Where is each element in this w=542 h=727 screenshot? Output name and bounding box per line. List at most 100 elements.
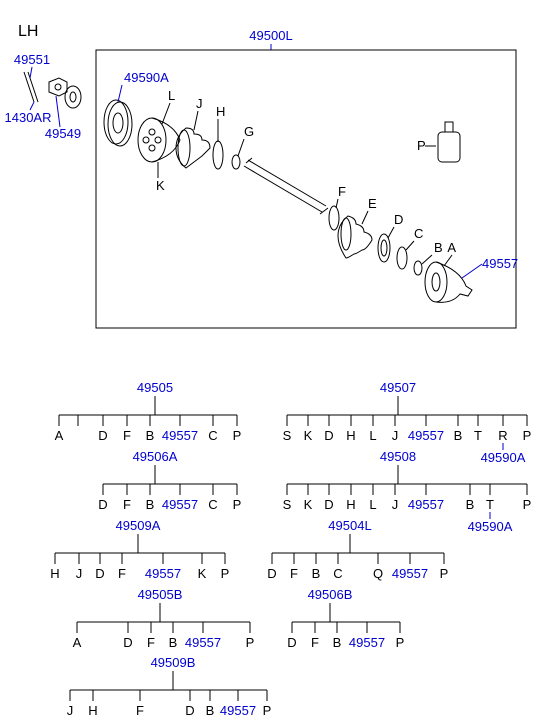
part-49506B[interactable]: 49506B (308, 587, 353, 602)
part-49506A[interactable]: 49506A (133, 449, 178, 464)
leaf-letter-F: F (311, 635, 319, 650)
leaf-letter-B: B (146, 497, 155, 512)
label-E: E (368, 196, 377, 211)
leaf-part-49557[interactable]: 49557 (408, 497, 444, 512)
leader-D (388, 227, 394, 238)
label-G: G (244, 124, 254, 139)
leaf-letter-K: K (304, 497, 313, 512)
leaf-letter-D: D (324, 428, 333, 443)
leaf-letter-C: C (208, 428, 217, 443)
ring-49590a-c (113, 113, 123, 133)
part-49508[interactable]: 49508 (380, 449, 416, 464)
leader-49549 (56, 96, 60, 127)
leaf-letter-C: C (333, 566, 342, 581)
leaf-letter-B: B (146, 428, 155, 443)
label-H: H (216, 104, 225, 119)
part-49500l[interactable]: 49500L (249, 28, 292, 43)
leaf-letter-P: P (221, 566, 230, 581)
leaf-letter-T: T (486, 497, 494, 512)
leaf-letter-P: P (396, 635, 405, 650)
leaf-part-49557[interactable]: 49557 (145, 566, 181, 581)
leaf-letter-C: C (208, 497, 217, 512)
leaf-letter-B: B (454, 428, 463, 443)
tree-t49505: 49505ADFB49557CP (55, 380, 242, 443)
leaf-part-49557[interactable]: 49557 (220, 703, 256, 718)
leaf-part-49557[interactable]: 49557 (392, 566, 428, 581)
leaf-letter-F: F (123, 428, 131, 443)
leaf-letter-D: D (185, 703, 194, 718)
tree-t49506B: 49506B DFB 49557 P (287, 587, 404, 650)
label-P: P (417, 138, 426, 153)
part-49509A[interactable]: 49509A (116, 518, 161, 533)
leaf-letter-A: A (73, 635, 82, 650)
leaf-part-49557[interactable]: 49557 (162, 428, 198, 443)
leaf-letter-F: F (290, 566, 298, 581)
tree-t49509A: 49509AHJDF49557KP (50, 518, 229, 581)
nut-shape (49, 78, 67, 96)
part-49557-main[interactable]: 49557 (482, 256, 518, 271)
band-H (213, 141, 223, 169)
leader-F (336, 199, 338, 208)
part-49509B[interactable]: 49509B (151, 655, 196, 670)
leaf-letter-J: J (392, 497, 399, 512)
leaf-letter-P: P (233, 428, 242, 443)
part-49505[interactable]: 49505 (137, 380, 173, 395)
leaf-part-49557[interactable]: 49557 (162, 497, 198, 512)
leaf-letter-F: F (136, 703, 144, 718)
tree-t49506A: 49506A D FB 49557 C P (98, 449, 241, 512)
leaf-part-49557[interactable]: 49557 (408, 428, 444, 443)
leaf-letter-P: P (246, 635, 255, 650)
part-1430ar[interactable]: 1430AR (5, 110, 52, 125)
tree-t49504L: 49504LDFBCQ49557P (267, 518, 448, 581)
leaf-sub-49590A[interactable]: 49590A (468, 519, 513, 534)
part-49590a[interactable]: 49590A (124, 70, 169, 85)
part-49505B[interactable]: 49505B (138, 587, 183, 602)
leaf-part-49557[interactable]: 49557 (349, 635, 385, 650)
nut-hole (55, 84, 61, 90)
leader-49551 (30, 67, 32, 78)
leader-E (362, 211, 368, 224)
leader-L (162, 103, 170, 124)
washer-shape (65, 86, 81, 108)
side-label: LH (18, 23, 38, 40)
leaf-letter-L: L (369, 428, 376, 443)
boot-J (176, 128, 210, 168)
leaf-letter-L: L (369, 497, 376, 512)
leaf-letter-F: F (123, 497, 131, 512)
leaf-sub-49590A[interactable]: 49590A (481, 450, 526, 465)
washer-hole (70, 92, 76, 102)
leaf-letter-H: H (50, 566, 59, 581)
part-49504L[interactable]: 49504L (328, 518, 371, 533)
leaf-letter-D: D (98, 497, 107, 512)
part-49551[interactable]: 49551 (14, 52, 50, 67)
joint-A (425, 262, 472, 302)
label-L: L (168, 88, 175, 103)
part-49549[interactable]: 49549 (45, 126, 81, 141)
leader-49590a (118, 85, 122, 102)
part-49507[interactable]: 49507 (380, 380, 416, 395)
leaf-letter-J: J (67, 703, 74, 718)
leaf-letter-F: F (147, 635, 155, 650)
leaf-letter-P: P (523, 428, 532, 443)
leaf-letter-T: T (474, 428, 482, 443)
leaf-letter-D: D (287, 635, 296, 650)
label-A: A (447, 240, 456, 255)
tree-t49505B: 49505BADFB49557P (73, 587, 255, 650)
leaf-letter-P: P (233, 497, 242, 512)
leaf-part-49557[interactable]: 49557 (185, 635, 221, 650)
leaf-letter-B: B (169, 635, 178, 650)
ring-D-in (381, 240, 387, 256)
leaf-letter-B: B (206, 703, 215, 718)
leader-A (444, 255, 452, 266)
leaf-letter-K: K (304, 428, 313, 443)
leaf-letter-D: D (324, 497, 333, 512)
label-J: J (196, 96, 203, 111)
leaf-letter-H: H (346, 428, 355, 443)
leaf-letter-Q: Q (373, 566, 383, 581)
leader-G (238, 139, 244, 156)
shaft (244, 158, 328, 214)
label-K: K (156, 178, 165, 193)
boot-E (338, 216, 372, 258)
leader-J (194, 111, 198, 130)
leaf-letter-B: B (333, 635, 342, 650)
